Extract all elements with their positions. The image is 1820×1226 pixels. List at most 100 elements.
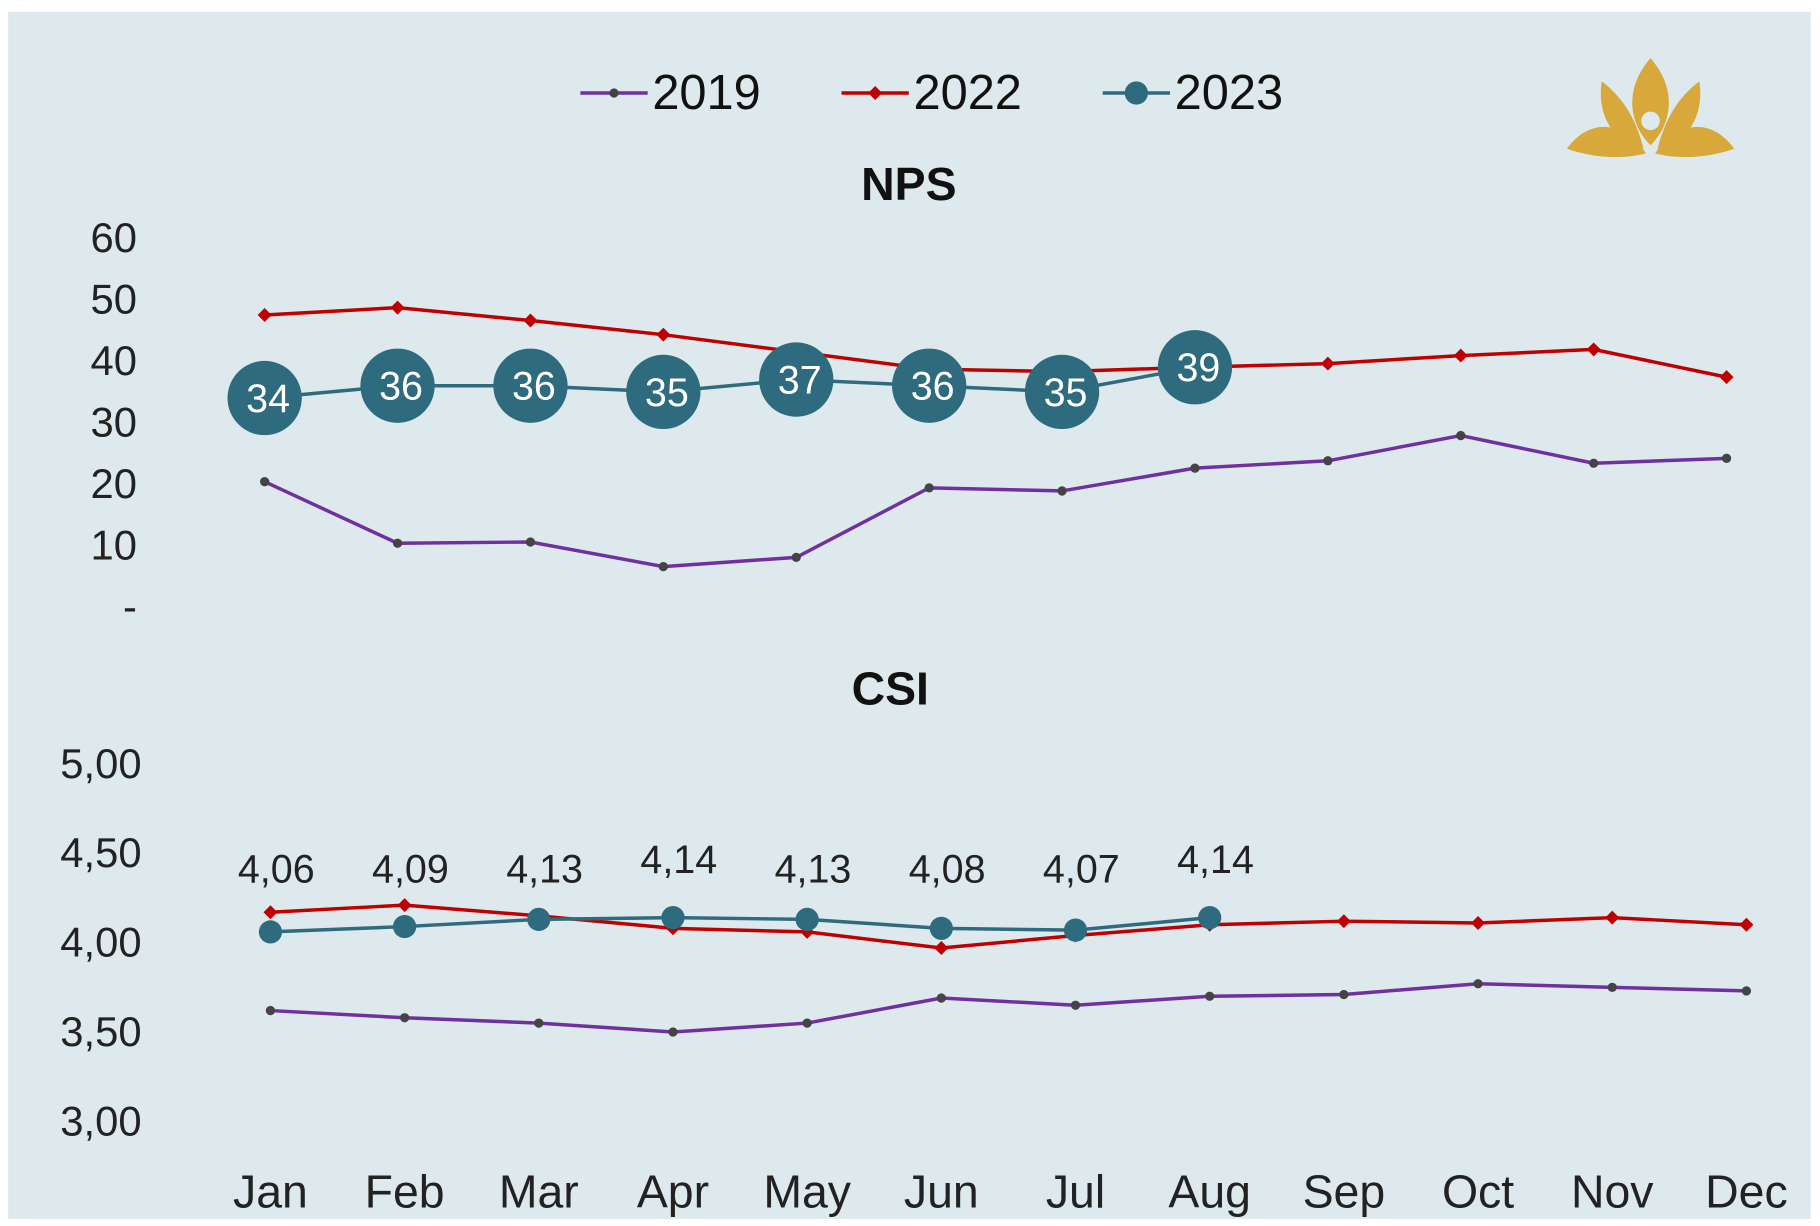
y-tick-label: 3,50 <box>60 1008 141 1055</box>
nps-panel: - 10 20 30 40 50 60 34 36 36 35 37 36 35 39 <box>90 214 1734 630</box>
data-point <box>626 354 701 430</box>
data-point <box>257 308 272 322</box>
data-point <box>1589 458 1599 468</box>
y-tick-label: 40 <box>90 337 136 384</box>
y-tick-label: 5,00 <box>60 740 141 787</box>
data-label: 4,07 <box>1043 847 1120 891</box>
data-point <box>1205 991 1215 1001</box>
legend-label-2023: 2023 <box>1175 66 1283 120</box>
data-label: 34 <box>246 377 290 421</box>
data-label: 39 <box>1176 346 1220 390</box>
data-point <box>1070 1000 1081 1010</box>
data-point <box>802 1018 812 1028</box>
data-point <box>892 348 967 423</box>
y-tick-label: 4,00 <box>60 919 141 966</box>
data-point <box>1339 989 1349 1000</box>
legend-item-2023[interactable]: 2023 <box>1102 66 1283 120</box>
legend-label-2019: 2019 <box>652 66 760 120</box>
data-point <box>1198 906 1222 930</box>
series-2019 <box>260 430 1732 572</box>
chart-background <box>8 11 1811 1219</box>
data-point <box>258 920 283 944</box>
x-tick-label: Jul <box>1046 1165 1105 1217</box>
series-2019 <box>265 979 1752 1037</box>
data-point <box>534 1018 544 1028</box>
series-2023: 4,06 4,09 4,13 4,14 4,13 4,08 4,07 4,14 <box>238 838 1254 944</box>
data-point <box>493 348 568 423</box>
data-point <box>1719 370 1734 385</box>
data-label: 4,08 <box>909 847 986 891</box>
data-point <box>1057 486 1067 496</box>
data-point <box>795 907 819 932</box>
data-point <box>523 313 538 328</box>
data-point <box>661 906 685 930</box>
data-point <box>390 300 405 315</box>
data-point <box>360 348 435 423</box>
data-point <box>527 907 551 932</box>
y-tick-label: 60 <box>90 214 136 261</box>
y-tick-label: 30 <box>90 399 136 446</box>
data-point <box>392 538 403 548</box>
data-point <box>1473 979 1483 989</box>
series-line-2019 <box>270 982 1747 1034</box>
x-tick-label: Oct <box>1442 1165 1514 1217</box>
data-point <box>260 477 270 487</box>
data-point <box>1741 986 1752 996</box>
data-point <box>1721 453 1732 463</box>
x-tick-label: Dec <box>1705 1165 1788 1217</box>
series-line-2023 <box>270 915 1210 934</box>
y-tick-label: 4,50 <box>60 829 141 876</box>
data-point <box>936 993 946 1003</box>
x-tick-label: May <box>763 1165 851 1217</box>
x-tick-label: Aug <box>1168 1165 1251 1217</box>
data-point <box>791 552 801 563</box>
csi-panel: 3,00 3,50 4,00 4,50 5,00 Jan Feb Mar Apr May Jun Ju… <box>60 740 1787 1217</box>
x-tick-label: Mar <box>499 1165 579 1217</box>
data-label: 4,09 <box>372 847 449 891</box>
data-point <box>1453 348 1468 363</box>
x-tick-label: Jan <box>233 1165 308 1217</box>
nps-title: NPS <box>861 158 956 210</box>
series-line-2022 <box>270 903 1747 950</box>
series-2023: 34 36 36 35 37 36 35 39 <box>227 330 1233 436</box>
data-point <box>1607 982 1617 992</box>
data-point <box>1456 430 1466 441</box>
y-tick-label: 3,00 <box>60 1097 141 1144</box>
data-label: 4,14 <box>640 838 717 882</box>
data-label: 36 <box>379 365 423 409</box>
data-point <box>265 1005 276 1016</box>
data-point <box>1157 330 1233 405</box>
data-point <box>393 914 417 939</box>
legend-label-2022: 2022 <box>913 66 1021 120</box>
data-point <box>227 360 302 436</box>
data-point <box>1190 463 1200 473</box>
data-point <box>929 916 953 940</box>
legend: 2019 2022 2023 <box>580 66 1283 120</box>
data-point <box>656 327 671 342</box>
lotus-logo-icon <box>1566 58 1735 158</box>
series-line-2019 <box>263 433 1727 569</box>
data-label: 4,13 <box>775 847 852 891</box>
x-tick-label: Sep <box>1303 1165 1386 1217</box>
data-label: 4,14 <box>1177 838 1254 882</box>
csi-title: CSI <box>852 663 929 715</box>
data-label: 36 <box>512 365 556 409</box>
data-label: 4,13 <box>506 847 583 891</box>
data-label: 35 <box>1044 371 1088 415</box>
data-point <box>1605 910 1620 925</box>
data-point <box>525 537 536 547</box>
x-tick-label: Jun <box>904 1165 979 1217</box>
data-point <box>1024 354 1100 430</box>
y-tick-label: 20 <box>90 460 136 507</box>
x-tick-label: Feb <box>365 1165 445 1217</box>
data-point <box>759 342 834 417</box>
series-line-2022 <box>264 305 1727 379</box>
data-point <box>399 1013 410 1023</box>
data-point <box>668 1027 678 1037</box>
x-tick-label: Nov <box>1571 1165 1654 1217</box>
y-tick-label: - <box>123 583 137 630</box>
data-label: 37 <box>778 359 822 403</box>
x-tick-label: Apr <box>637 1165 709 1217</box>
legend-item-2019[interactable]: 2019 <box>580 66 761 120</box>
